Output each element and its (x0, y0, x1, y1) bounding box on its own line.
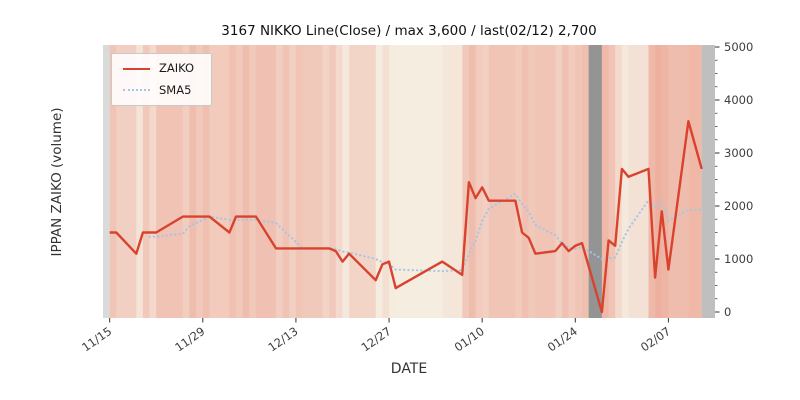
legend: ZAIKO SMA5 (111, 53, 213, 106)
svg-text:12/27: 12/27 (359, 324, 394, 354)
svg-text:4000: 4000 (724, 93, 753, 107)
svg-text:02/07: 02/07 (638, 324, 673, 354)
svg-text:1000: 1000 (724, 252, 753, 266)
legend-item-zaiko: ZAIKO (123, 61, 195, 75)
legend-label-zaiko: ZAIKO (159, 61, 195, 75)
svg-text:5000: 5000 (724, 40, 753, 54)
svg-text:2000: 2000 (724, 199, 753, 213)
svg-text:3000: 3000 (724, 146, 753, 160)
zaiko-line-sample (123, 67, 150, 70)
svg-text:01/24: 01/24 (545, 324, 580, 354)
chart-title: 3167 NIKKO Line(Close) / max 3,600 / las… (221, 23, 597, 39)
x-axis-label: DATE (390, 361, 428, 377)
svg-text:12/13: 12/13 (265, 324, 300, 354)
legend-label-sma5: SMA5 (159, 82, 192, 97)
svg-text:11/15: 11/15 (79, 324, 114, 354)
legend-item-sma5: SMA5 (123, 82, 194, 97)
svg-text:11/29: 11/29 (172, 324, 207, 354)
sma5-line-sample (123, 89, 150, 92)
svg-text:0: 0 (724, 305, 731, 319)
svg-text:01/10: 01/10 (452, 324, 487, 354)
